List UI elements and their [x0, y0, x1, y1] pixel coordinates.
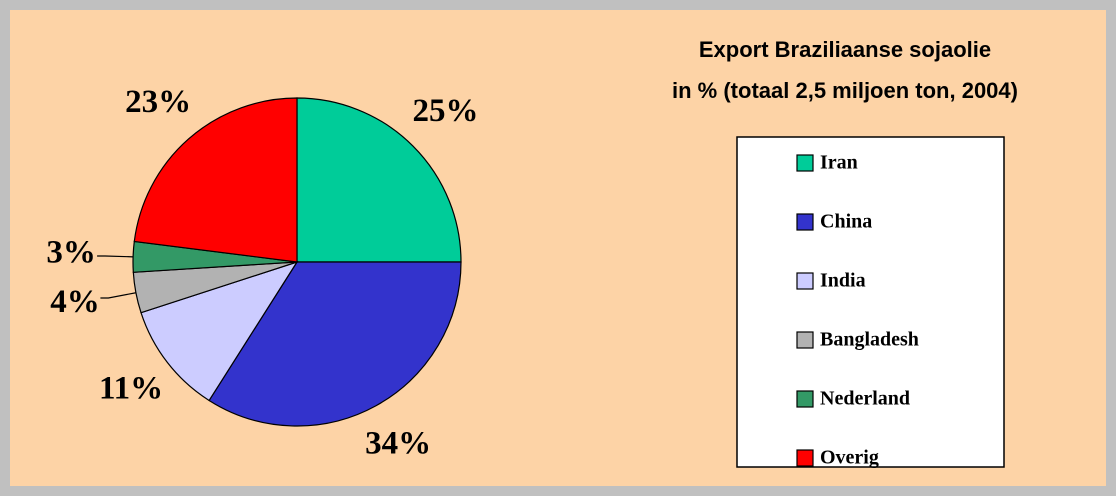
- pie-slice: [208, 261, 462, 427]
- legend-label: Nederland: [820, 388, 910, 410]
- data-label: 23%: [125, 84, 191, 120]
- legend-box: [736, 136, 1005, 468]
- legend-label: Bangladesh: [820, 329, 919, 351]
- legend-swatch: [796, 390, 814, 408]
- data-label: 34%: [365, 426, 431, 462]
- legend-label: India: [820, 270, 866, 292]
- data-label: 11%: [99, 370, 163, 406]
- data-label: 25%: [412, 93, 478, 129]
- legend-label: China: [820, 211, 872, 233]
- pie-slice: [140, 260, 299, 402]
- pie-slice: [296, 97, 462, 263]
- data-label: 4%: [50, 284, 100, 320]
- data-label: 3%: [46, 234, 96, 270]
- legend-label: Overig: [820, 447, 879, 469]
- leader-line: [97, 255, 134, 258]
- chart-title: in % (totaal 2,5 miljoen ton, 2004): [672, 78, 1018, 103]
- legend-swatch: [796, 272, 814, 290]
- legend-swatch: [796, 331, 814, 349]
- legend-label: Iran: [820, 152, 858, 174]
- pie-slice: [133, 97, 298, 263]
- legend-swatch: [796, 449, 814, 467]
- chart-title: Export Braziliaanse sojaolie: [699, 37, 991, 62]
- legend-swatch: [796, 213, 814, 231]
- legend-swatch: [796, 154, 814, 172]
- leader-line: [100, 292, 137, 299]
